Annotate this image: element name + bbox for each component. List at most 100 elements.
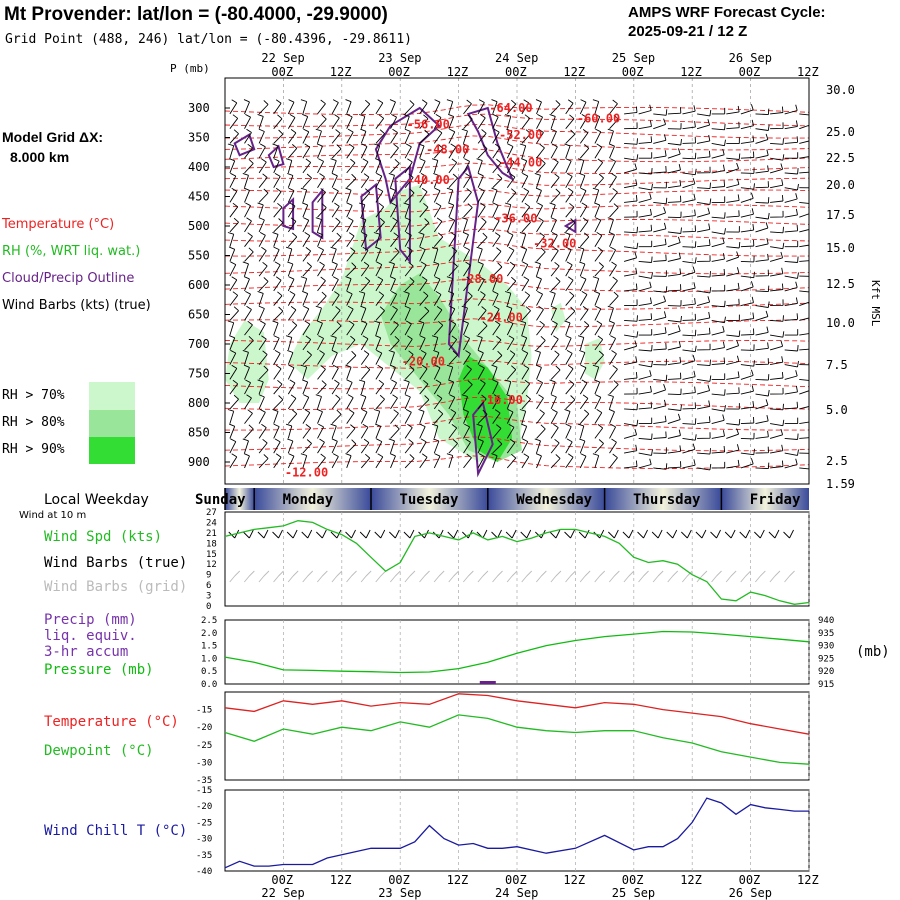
wind-barb [682, 136, 696, 144]
grid-wind-barb [229, 570, 241, 583]
wind-barb [784, 297, 798, 307]
wind-barb [375, 335, 382, 351]
wind-barb [711, 461, 726, 469]
wind-barb [799, 187, 809, 189]
pressure-ytick: 930 [818, 642, 834, 652]
wind-ytick: 15 [206, 550, 217, 560]
wind-barb [244, 305, 252, 321]
wind-barb [492, 409, 501, 424]
wind-barb [258, 100, 269, 115]
wind-barb [360, 350, 370, 365]
weekday-label: Friday [750, 492, 801, 508]
windchill-ytick: -40 [196, 867, 212, 877]
wind-barb [287, 261, 294, 277]
wind-barb [577, 335, 585, 351]
temperature-contour [225, 436, 809, 452]
wind-barb [579, 114, 588, 129]
wind-barb [667, 268, 682, 277]
wind-barb [302, 247, 312, 262]
kft-tick: 7.5 [826, 358, 848, 372]
model-grid-dx: Model Grid ΔX: 8.000 km [2, 127, 103, 167]
wind-barb [653, 197, 668, 205]
wind-barb [711, 237, 725, 248]
wind-barb [682, 193, 696, 203]
wind-barb [418, 143, 425, 159]
grid-wind-barb [346, 570, 357, 583]
rh70-swatch [89, 382, 135, 410]
surface-wind-barb [374, 529, 386, 539]
wind-barb [229, 217, 239, 233]
wind-barb [682, 241, 697, 248]
wind-barb [799, 201, 809, 204]
wind-barb [697, 432, 711, 439]
grid-wind-barb [433, 570, 445, 583]
wind-barb [536, 143, 545, 159]
wind-barb [594, 350, 604, 365]
temperature-label: -64.00 [489, 101, 532, 115]
wind-barb [550, 128, 557, 144]
temperature-contour [225, 104, 809, 115]
wind-barb [740, 360, 755, 367]
wind-barb [258, 246, 267, 262]
wind-barb [302, 290, 309, 306]
wind-barb [273, 129, 284, 144]
wind-barb [519, 409, 527, 424]
precip-ytick: 0.0 [201, 680, 217, 690]
surface-wind-barb [754, 529, 765, 539]
wind-barb [273, 291, 283, 306]
wind-barb [404, 261, 414, 277]
wind-barb [330, 335, 337, 351]
wind-barb [463, 291, 473, 306]
wind-barb [565, 379, 575, 395]
grid-wind-barb [360, 570, 372, 583]
wind-barb [799, 467, 809, 470]
wind-barb [579, 394, 589, 410]
wind-barb [609, 276, 618, 292]
wind-barb [755, 310, 769, 321]
wind-barb [229, 187, 238, 203]
wind-barb [755, 269, 769, 277]
wind-barb [419, 173, 427, 188]
wind-barb [258, 217, 265, 233]
cloud-outline [563, 218, 577, 234]
wind-barb [461, 305, 468, 321]
wind-barb [653, 222, 667, 233]
wind-barb [579, 379, 588, 395]
precip-line3: 3-hr accum [44, 644, 129, 660]
pressure-tick: 750 [188, 367, 210, 381]
wind-barb [258, 158, 267, 174]
wind-barb [609, 335, 616, 351]
wind-barb [477, 409, 488, 424]
windchill-ytick: -30 [196, 835, 212, 845]
wind-barb [373, 232, 381, 247]
wind-barb [273, 202, 283, 218]
wind-barb [433, 321, 444, 336]
wind-barb [682, 298, 696, 307]
wind-barb [594, 335, 604, 351]
wind-barb [784, 256, 799, 263]
wind-barb [272, 408, 279, 424]
wind-barb [418, 408, 425, 424]
wind-barb [331, 261, 338, 277]
wind-barb [229, 158, 236, 174]
wind-barb [667, 404, 682, 411]
wind-barb [419, 158, 426, 174]
wind-barb [331, 129, 341, 144]
wind-barb [740, 416, 755, 425]
wind-barb [519, 320, 527, 336]
grid-wind-barb [273, 570, 284, 583]
wind-barb [419, 335, 426, 351]
wind-barb [550, 454, 561, 469]
wind-barb [448, 217, 456, 233]
wind-barb [462, 320, 469, 336]
wind-barb [345, 364, 352, 380]
wind-barb [726, 121, 740, 130]
wind-barb [638, 281, 652, 292]
wind-barb [375, 129, 385, 144]
wind-barb [653, 399, 667, 410]
wind-barb [258, 423, 267, 439]
wind-barb [302, 320, 311, 336]
wind-barb [491, 99, 498, 115]
grid-wind-barb [492, 570, 503, 583]
wind-barb [463, 246, 470, 262]
